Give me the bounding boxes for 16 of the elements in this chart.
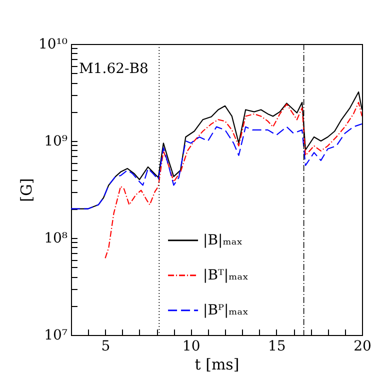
y-tick-label: 10¹⁰: [38, 36, 68, 52]
x-axis-title: t [ms]: [194, 356, 240, 374]
legend-label: |B|ₘₐₓ: [203, 232, 243, 248]
line-series: [71, 123, 362, 210]
y-axis-title: [G]: [17, 178, 36, 202]
x-tick-label: 15: [268, 338, 286, 354]
y-tick-label: 10⁹: [44, 134, 68, 150]
legend-label: |Bᵀ|ₘₐₓ: [203, 267, 249, 284]
x-tick-label: 20: [354, 338, 372, 354]
y-tick-label: 10⁷: [44, 328, 68, 344]
x-tick-label: 5: [101, 338, 110, 354]
legend-label: |Bᴾ|ₘₐₓ: [203, 302, 249, 318]
annotation: M1.62-B8: [79, 61, 148, 77]
y-tick-label: 10⁸: [44, 230, 68, 246]
line-series: [104, 102, 362, 259]
x-tick-label: 10: [182, 338, 200, 354]
